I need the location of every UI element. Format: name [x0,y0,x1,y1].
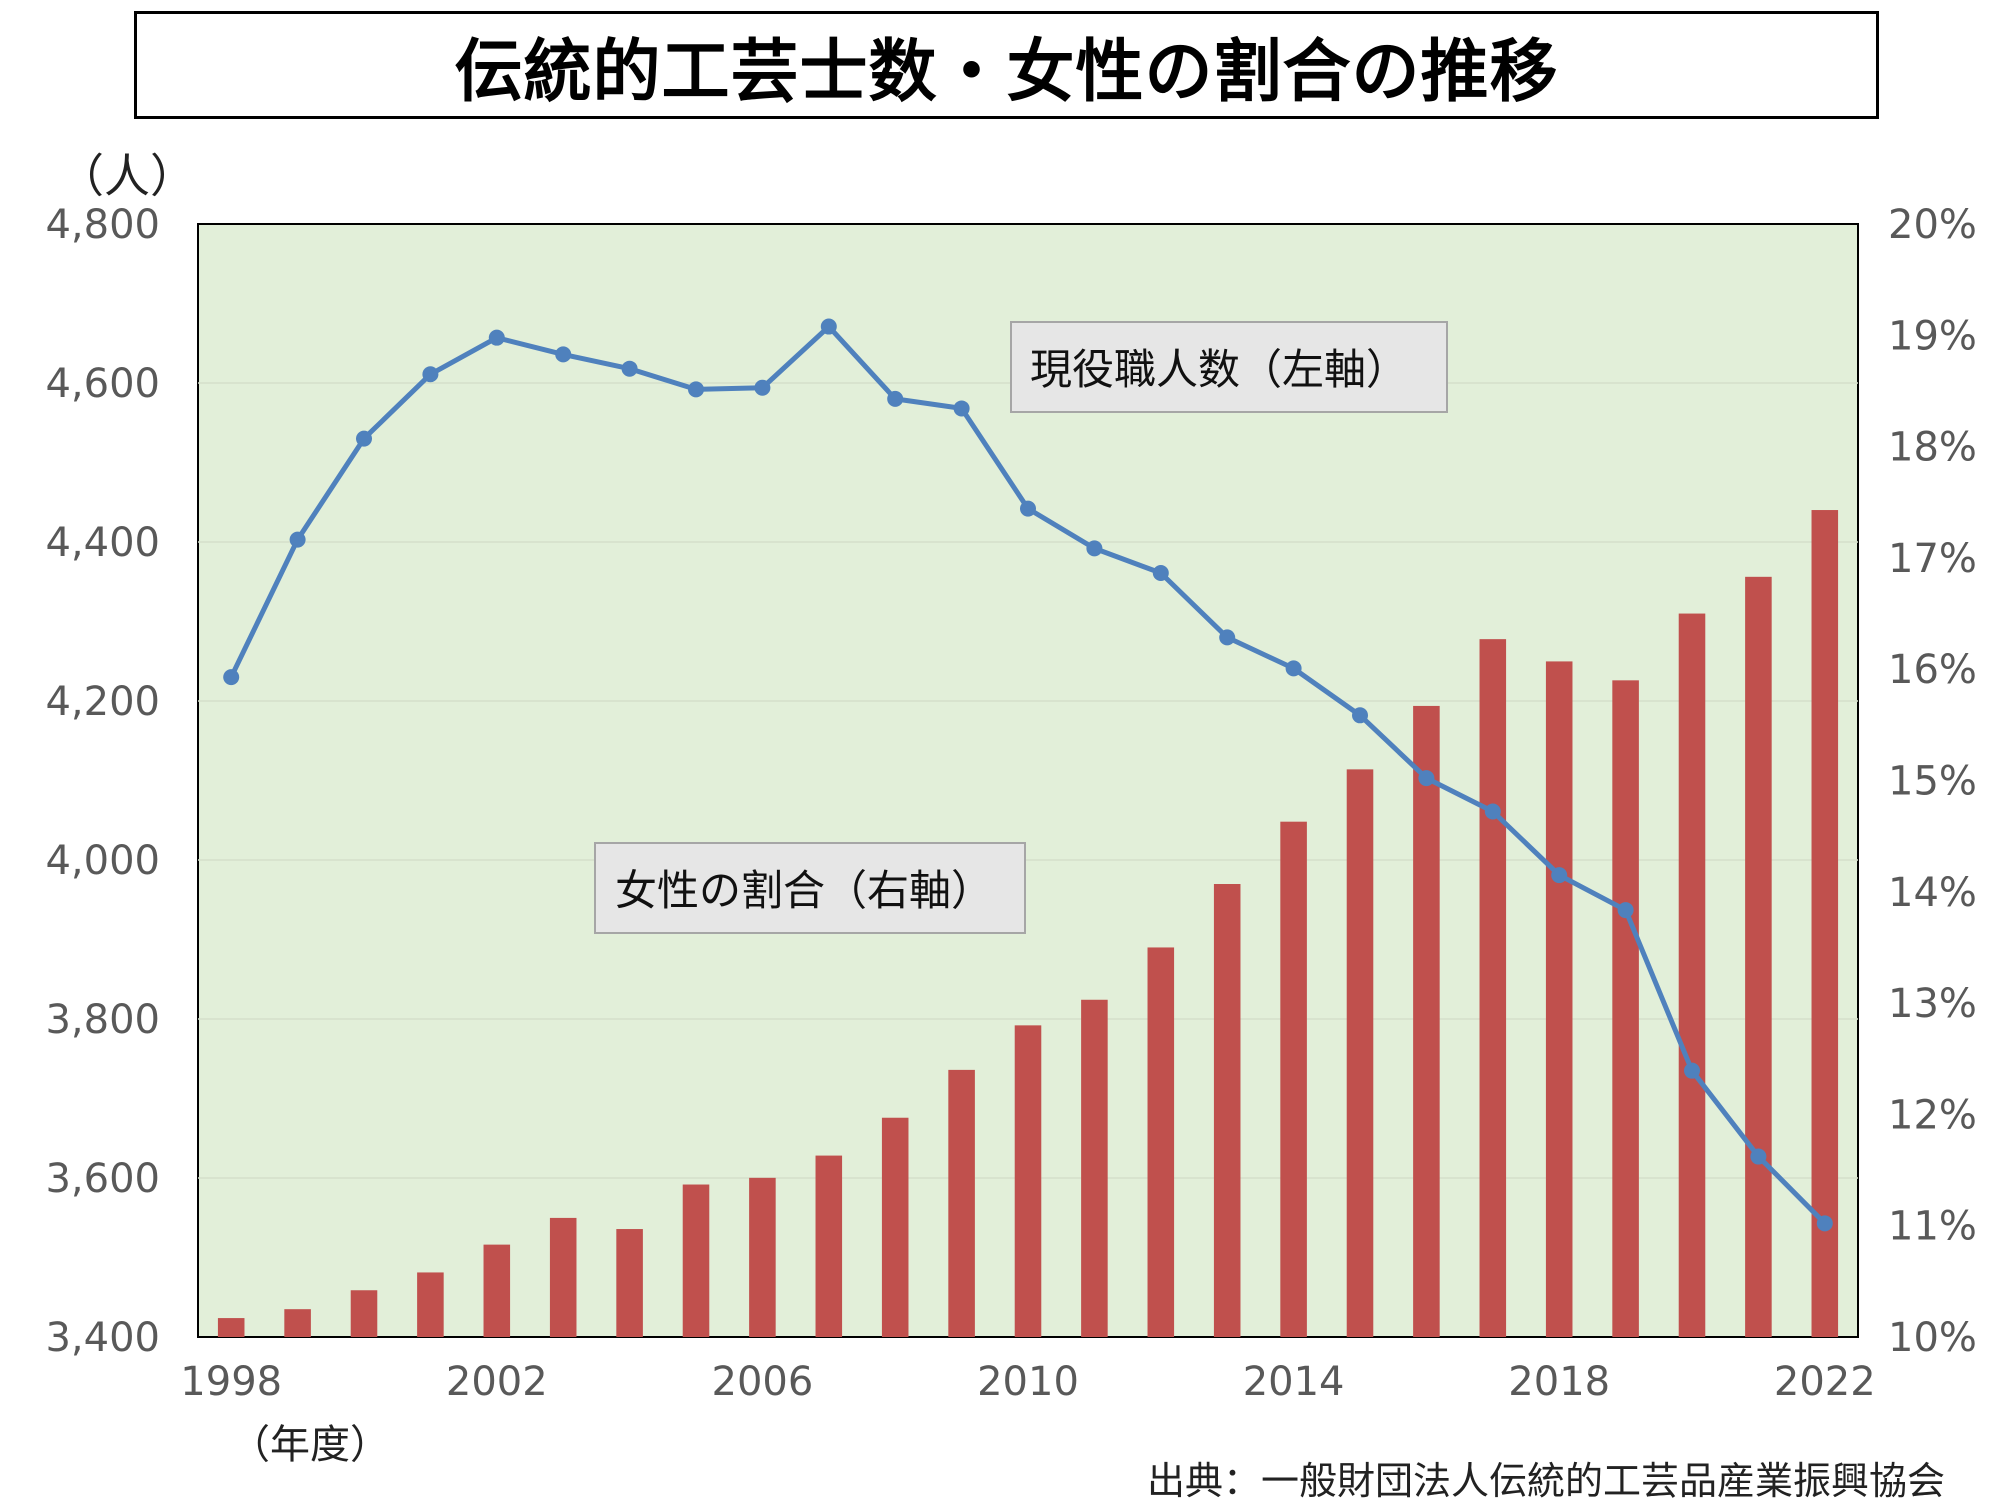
bar-1999 [284,1309,311,1337]
bar-2003 [549,1217,577,1337]
line-point-2008 [887,390,904,407]
line-point-2019 [1617,902,1634,919]
series-callouts: 現役職人数（左軸） 女性の割合（右軸） [594,321,1448,934]
left-tick-label: 3,800 [45,997,160,1043]
x-axis-unit-label: （年度） [230,1422,390,1468]
x-tick-label: 2002 [446,1359,548,1405]
left-tick-label: 3,600 [45,1156,160,1202]
right-tick-label: 14% [1888,870,1977,916]
x-tick-label: 2006 [712,1359,814,1405]
source-note: 出典：一般財団法人伝統的工芸品産業振興協会 [1146,1459,1945,1503]
right-tick-label: 13% [1888,981,1977,1027]
line-point-2003 [555,346,572,363]
line-point-2017 [1484,803,1501,820]
x-tick-label: 2018 [1508,1359,1610,1405]
left-tick-label: 4,600 [45,361,160,407]
line-point-2011 [1086,540,1103,557]
left-tick-label: 4,000 [45,838,160,884]
bar-2014 [1280,821,1307,1337]
bar-2002 [483,1244,511,1337]
line-point-1999 [289,531,306,548]
bar-2016 [1413,705,1440,1337]
line-point-2009 [953,400,970,417]
right-axis-ticks: 10% 11% 12% 13% 14% 15% 16% 17% 18% 19% 20% [1888,202,1977,1361]
bar-2020 [1678,613,1706,1337]
callout-bar-label: 女性の割合（右軸） [615,866,993,915]
right-tick-label: 10% [1888,1315,1977,1361]
line-point-2005 [688,381,704,398]
bar-2005 [682,1184,710,1337]
bar-2015 [1346,769,1374,1337]
line-point-2001 [422,366,439,383]
line-point-1998 [223,669,240,686]
right-tick-label: 11% [1888,1204,1977,1250]
bar-2007 [815,1155,843,1337]
bar-2017 [1479,639,1507,1337]
line-point-2018 [1551,867,1568,884]
right-tick-label: 15% [1888,759,1977,805]
left-tick-label: 3,400 [45,1315,160,1361]
callout-bar-box [594,842,1026,934]
bar-1998 [217,1318,245,1337]
x-tick-label: 2014 [1243,1359,1345,1405]
bar-series-female-ratio [217,510,1839,1337]
right-tick-label: 16% [1888,647,1977,693]
left-axis-ticks: 3,400 3,600 3,800 4,000 4,200 4,400 4,600 4,800 [45,202,160,1361]
bar-2006 [749,1177,776,1337]
line-point-2014 [1285,660,1302,677]
bar-2012 [1147,947,1175,1337]
line-point-2020 [1684,1062,1700,1079]
title-box: 伝統的工芸士数・女性の割合の推移 [134,11,1879,119]
line-point-2000 [356,430,372,447]
line-point-2022 [1816,1215,1833,1232]
left-tick-label: 4,800 [45,202,160,248]
x-tick-label: 2022 [1774,1359,1876,1405]
chart-title: 伝統的工芸士数・女性の割合の推移 [454,32,1559,112]
x-axis-ticks: 1998 2002 2006 2010 2014 2018 2022 [180,1359,1875,1405]
x-tick-label: 2010 [977,1359,1079,1405]
left-tick-label: 4,400 [45,520,160,566]
right-tick-label: 20% [1888,202,1977,248]
x-tick-label: 1998 [180,1359,282,1405]
bar-2022 [1811,510,1839,1337]
line-point-2015 [1352,707,1368,724]
bar-2021 [1745,576,1772,1337]
right-tick-label: 19% [1888,313,1977,359]
bar-2013 [1213,884,1241,1337]
line-point-2016 [1418,770,1435,787]
bar-2009 [948,1069,975,1337]
line-series-artisans [223,318,1833,1232]
line-point-2007 [820,318,837,335]
bar-2001 [417,1272,444,1337]
bar-2000 [350,1290,378,1337]
callout-line-label: 現役職人数（左軸） [1030,345,1408,394]
callout-line-box [1010,321,1448,413]
line-point-2002 [488,329,505,346]
line-point-2010 [1020,500,1036,517]
bar-2008 [881,1117,909,1337]
bar-2004 [616,1229,643,1337]
line-point-2013 [1219,629,1236,646]
right-tick-label: 18% [1888,425,1977,471]
bar-2018 [1545,661,1573,1337]
line-point-2004 [621,360,638,377]
bar-2010 [1014,1025,1042,1337]
line-point-2006 [754,379,771,396]
bar-2019 [1612,680,1639,1337]
bar-2011 [1081,999,1108,1337]
right-tick-label: 12% [1888,1092,1977,1138]
left-axis-unit-label: （人） [58,149,196,203]
left-tick-label: 4,200 [45,679,160,725]
line-point-2012 [1152,565,1169,582]
right-tick-label: 17% [1888,536,1977,582]
line-point-2021 [1750,1148,1767,1165]
